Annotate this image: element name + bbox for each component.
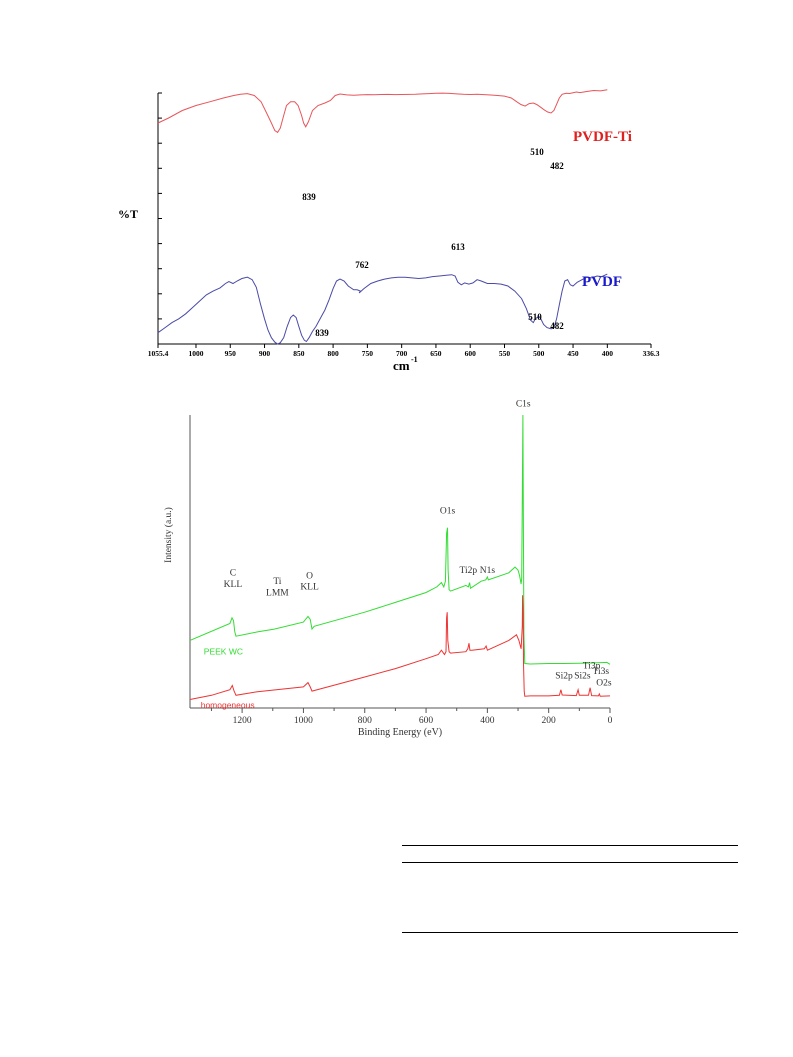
xps-peak-label: C1s bbox=[516, 400, 531, 410]
ftir-x-tick-label: 950 bbox=[225, 349, 237, 358]
xps-peak-label: Ti3p bbox=[583, 662, 601, 672]
ftir-x-tick-label: 336.3 bbox=[643, 349, 660, 358]
xps-x-tick-label: 800 bbox=[358, 716, 373, 726]
ftir-x-tick-label: 750 bbox=[362, 349, 374, 358]
table-bottom-rule bbox=[402, 932, 738, 933]
xps-peak-label: C bbox=[230, 569, 236, 579]
xps-peak-label: O2s bbox=[596, 678, 612, 688]
xps-peak-label: N1s bbox=[480, 566, 496, 576]
ftir-series-line-pvdf bbox=[157, 273, 608, 345]
ftir-x-tick-label: 500 bbox=[533, 349, 545, 358]
xps-peak-label: KLL bbox=[224, 580, 243, 590]
ftir-peak-label: 839 bbox=[302, 192, 316, 202]
xps-series-label: homogeneous bbox=[201, 700, 255, 710]
ftir-series-name: PVDF-Ti bbox=[573, 129, 632, 145]
ftir-x-tick-label: 400 bbox=[602, 349, 614, 358]
table-header-rule bbox=[402, 862, 738, 863]
xps-peak-label: Ti3s bbox=[593, 667, 610, 677]
xps-y-label: Intensity (a.u.) bbox=[163, 507, 174, 563]
ftir-peak-label: 482 bbox=[550, 321, 564, 331]
xps-peak-label: O bbox=[306, 571, 313, 581]
ftir-x-label: cm bbox=[393, 358, 410, 373]
ftir-x-tick-label: 900 bbox=[259, 349, 271, 358]
xps-series-line-homogeneous bbox=[189, 595, 611, 700]
xps-x-tick-label: 200 bbox=[542, 716, 557, 726]
xps-x-label: Binding Energy (eV) bbox=[358, 727, 442, 738]
ftir-x-tick-label: 600 bbox=[465, 349, 477, 358]
xps-peak-label: Ti bbox=[273, 577, 281, 587]
xps-peak-label: KLL bbox=[300, 583, 319, 593]
xps-peak-label: Si2p bbox=[555, 671, 573, 681]
ftir-x-tick-label: 1055.4 bbox=[148, 349, 169, 358]
ftir-x-tick-label: 700 bbox=[396, 349, 408, 358]
ftir-peak-label: 482 bbox=[550, 161, 564, 171]
ftir-x-tick-label: 800 bbox=[327, 349, 339, 358]
ftir-x-tick-label: 850 bbox=[293, 349, 305, 358]
xps-peak-label: LMM bbox=[266, 588, 289, 598]
xps-x-tick-label: 1000 bbox=[294, 716, 313, 726]
ftir-chart: 1055.4 1000 950 900 850 800 750 700 650 600 550 500… bbox=[118, 89, 660, 373]
xps-series-line-peek-wc bbox=[189, 414, 611, 665]
table-top-rule bbox=[402, 845, 738, 846]
ftir-x-tick-label: 450 bbox=[567, 349, 579, 358]
ftir-peak-label: 510 bbox=[530, 147, 544, 157]
xps-peak-label: O1s bbox=[440, 507, 456, 517]
ftir-peak-label: 839 bbox=[315, 328, 329, 338]
ftir-x-tick-label: 1000 bbox=[188, 349, 203, 358]
xps-peak-label: Ti2p bbox=[460, 566, 478, 576]
xps-x-tick-label: 1200 bbox=[233, 716, 252, 726]
ftir-peak-label: 510 bbox=[528, 312, 542, 322]
xps-chart: 1200 1000 800 600 400 200 0 Binding Energy (eV)… bbox=[163, 400, 613, 738]
xps-series-label: PEEK WC bbox=[204, 646, 243, 656]
ftir-peak-label: 762 bbox=[355, 260, 369, 270]
ftir-peak-label: 613 bbox=[451, 242, 465, 252]
ftir-series-name: PVDF bbox=[582, 274, 622, 290]
xps-peak-label: Si2s bbox=[574, 671, 591, 681]
ftir-series-line-pvdf-ti bbox=[157, 89, 608, 134]
xps-x-tick-label: 0 bbox=[608, 716, 613, 726]
xps-x-tick-label: 400 bbox=[480, 716, 495, 726]
xps-x-tick-label: 600 bbox=[419, 716, 434, 726]
ftir-x-label-sup: -1 bbox=[411, 355, 418, 364]
ftir-y-label: %T bbox=[118, 207, 138, 221]
ftir-x-tick-label: 550 bbox=[499, 349, 511, 358]
ftir-x-tick-label: 650 bbox=[430, 349, 442, 358]
